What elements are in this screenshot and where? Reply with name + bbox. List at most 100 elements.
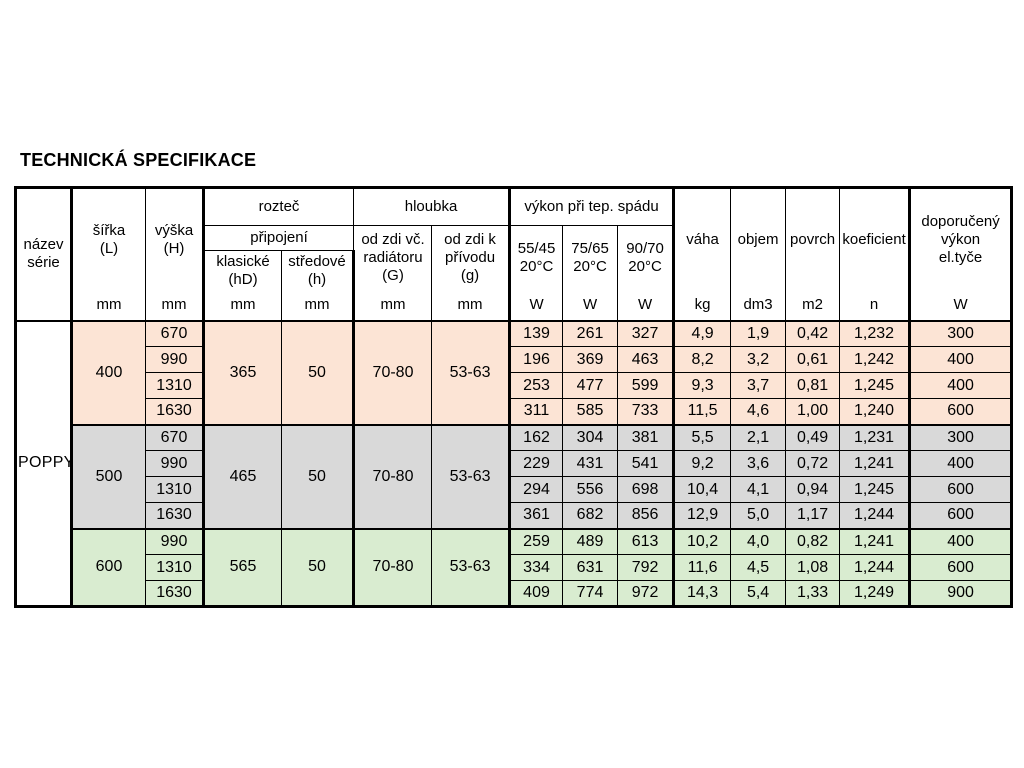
unit-depth-wall-mm: mm bbox=[353, 290, 433, 321]
height-cell: 990 bbox=[145, 346, 205, 373]
unit-power-75-65-w: W bbox=[562, 290, 619, 321]
volume-cell: 5,0 bbox=[730, 502, 787, 529]
header-pitch-center: středové (h) bbox=[280, 250, 356, 291]
surface-cell: 0,81 bbox=[785, 372, 841, 399]
height-cell: 1310 bbox=[145, 476, 205, 503]
surface-cell: 1,17 bbox=[785, 502, 841, 529]
volume-cell: 4,1 bbox=[730, 476, 787, 503]
power-90-70-cell: 856 bbox=[617, 502, 676, 529]
spec-row: 1630 361 682 856 12,9 5,0 1,17 1,244 600 bbox=[16, 502, 1013, 529]
el-rod-power-cell: 300 bbox=[909, 319, 1013, 347]
weight-cell: 10,2 bbox=[673, 527, 732, 555]
coefficient-cell: 1,245 bbox=[839, 372, 912, 399]
surface-cell: 0,61 bbox=[785, 346, 841, 373]
power-75-65-cell: 774 bbox=[562, 580, 619, 607]
series-cell: POPPY bbox=[15, 319, 73, 607]
power-75-65-cell: 369 bbox=[562, 346, 619, 373]
header-depth-wall: od zdi vč. radiátoru (G) bbox=[353, 225, 433, 291]
surface-cell: 0,82 bbox=[785, 527, 841, 555]
unit-power-55-45-w: W bbox=[509, 290, 564, 321]
unit-coefficient-n: n bbox=[839, 290, 912, 321]
power-90-70-cell: 327 bbox=[617, 319, 676, 347]
weight-cell: 9,2 bbox=[673, 450, 732, 477]
weight-cell: 12,9 bbox=[673, 502, 732, 529]
unit-pitch-center-mm: mm bbox=[280, 290, 356, 321]
power-90-70-cell: 541 bbox=[617, 450, 676, 477]
surface-cell: 1,33 bbox=[785, 580, 841, 607]
pitch-classic-cell: 465 bbox=[203, 423, 282, 529]
unit-surface-m2: m2 bbox=[785, 290, 841, 321]
height-cell: 1630 bbox=[145, 398, 205, 425]
unit-height-mm: mm bbox=[145, 290, 205, 321]
unit-el-rod-w: W bbox=[909, 290, 1013, 321]
pitch-classic-cell: 565 bbox=[203, 527, 282, 607]
height-cell: 1630 bbox=[145, 580, 205, 607]
unit-pitch-classic-mm: mm bbox=[203, 290, 282, 321]
power-75-65-cell: 261 bbox=[562, 319, 619, 347]
power-75-65-cell: 304 bbox=[562, 423, 619, 451]
width-cell: 400 bbox=[71, 319, 146, 425]
coefficient-cell: 1,244 bbox=[839, 554, 912, 581]
power-55-45-cell: 196 bbox=[509, 346, 564, 373]
weight-cell: 5,5 bbox=[673, 423, 732, 451]
header-row-3: klasické (hD) středové (h) bbox=[16, 250, 1012, 291]
power-90-70-cell: 613 bbox=[617, 527, 676, 555]
pitch-center-cell: 50 bbox=[280, 319, 356, 425]
weight-cell: 9,3 bbox=[673, 372, 732, 399]
power-90-70-cell: 599 bbox=[617, 372, 676, 399]
pitch-center-cell: 50 bbox=[280, 423, 356, 529]
spec-row: 1310 334 631 792 11,6 4,5 1,08 1,244 600 bbox=[16, 554, 1013, 581]
el-rod-power-cell: 400 bbox=[909, 346, 1013, 373]
power-90-70-cell: 972 bbox=[617, 580, 676, 607]
power-55-45-cell: 162 bbox=[509, 423, 564, 451]
unit-weight-kg: kg bbox=[673, 290, 732, 321]
surface-cell: 0,42 bbox=[785, 319, 841, 347]
coefficient-cell: 1,241 bbox=[839, 527, 912, 555]
header-depth-group: hloubka bbox=[353, 187, 512, 226]
power-90-70-cell: 698 bbox=[617, 476, 676, 503]
header-weight: váha bbox=[673, 187, 732, 291]
depth-inlet-cell: 53-63 bbox=[431, 423, 512, 529]
el-rod-power-cell: 600 bbox=[909, 502, 1013, 529]
power-75-65-cell: 631 bbox=[562, 554, 619, 581]
page-title: TECHNICKÁ SPECIFIKACE bbox=[20, 150, 257, 170]
header-units-row: mm mm mm mm mm mm W W W kg dm3 m2 n W bbox=[16, 290, 1013, 321]
technical-specification-table: název série šířka (L) výška (H) rozteč h… bbox=[14, 186, 1014, 608]
power-75-65-cell: 431 bbox=[562, 450, 619, 477]
weight-cell: 4,9 bbox=[673, 319, 732, 347]
header-volume: objem bbox=[730, 187, 787, 291]
spec-row: 1310 253 477 599 9,3 3,7 0,81 1,245 400 bbox=[16, 372, 1013, 399]
spec-row: POPPY 400 670 365 50 70-80 53-63 139 261 327 4,9 1,… bbox=[15, 319, 1013, 607]
surface-cell: 0,72 bbox=[785, 450, 841, 477]
spec-table-body: POPPY 400 670 365 50 70-80 53-63 139 261 327 4,9 1,… bbox=[15, 319, 1013, 607]
coefficient-cell: 1,249 bbox=[839, 580, 912, 607]
power-75-65-cell: 585 bbox=[562, 398, 619, 425]
pitch-classic-cell: 365 bbox=[203, 319, 282, 425]
header-width: šířka (L) bbox=[71, 187, 146, 291]
spec-row: 1630 409 774 972 14,3 5,4 1,33 1,249 900 bbox=[16, 580, 1013, 607]
volume-cell: 5,4 bbox=[730, 580, 787, 607]
depth-inlet-cell: 53-63 bbox=[431, 319, 512, 425]
power-75-65-cell: 682 bbox=[562, 502, 619, 529]
power-55-45-cell: 311 bbox=[509, 398, 564, 425]
unit-width-mm: mm bbox=[71, 290, 146, 321]
header-row-2: připojení od zdi vč. radiátoru (G) od zd… bbox=[16, 225, 1012, 291]
power-90-70-cell: 463 bbox=[617, 346, 676, 373]
coefficient-cell: 1,241 bbox=[839, 450, 912, 477]
depth-inlet-cell: 53-63 bbox=[431, 527, 512, 607]
weight-cell: 14,3 bbox=[673, 580, 732, 607]
header-coefficient: koeficient bbox=[839, 187, 912, 291]
unit-depth-inlet-mm: mm bbox=[431, 290, 512, 321]
coefficient-cell: 1,232 bbox=[839, 319, 912, 347]
weight-cell: 11,6 bbox=[673, 554, 732, 581]
coefficient-cell: 1,240 bbox=[839, 398, 912, 425]
coefficient-cell: 1,242 bbox=[839, 346, 912, 373]
header-surface: povrch bbox=[785, 187, 841, 291]
unit-volume-dm3: dm3 bbox=[730, 290, 787, 321]
volume-cell: 2,1 bbox=[730, 423, 787, 451]
el-rod-power-cell: 400 bbox=[909, 372, 1013, 399]
weight-cell: 8,2 bbox=[673, 346, 732, 373]
header-power-group: výkon při tep. spádu bbox=[509, 187, 676, 226]
depth-wall-cell: 70-80 bbox=[353, 423, 433, 529]
el-rod-power-cell: 600 bbox=[909, 398, 1013, 425]
